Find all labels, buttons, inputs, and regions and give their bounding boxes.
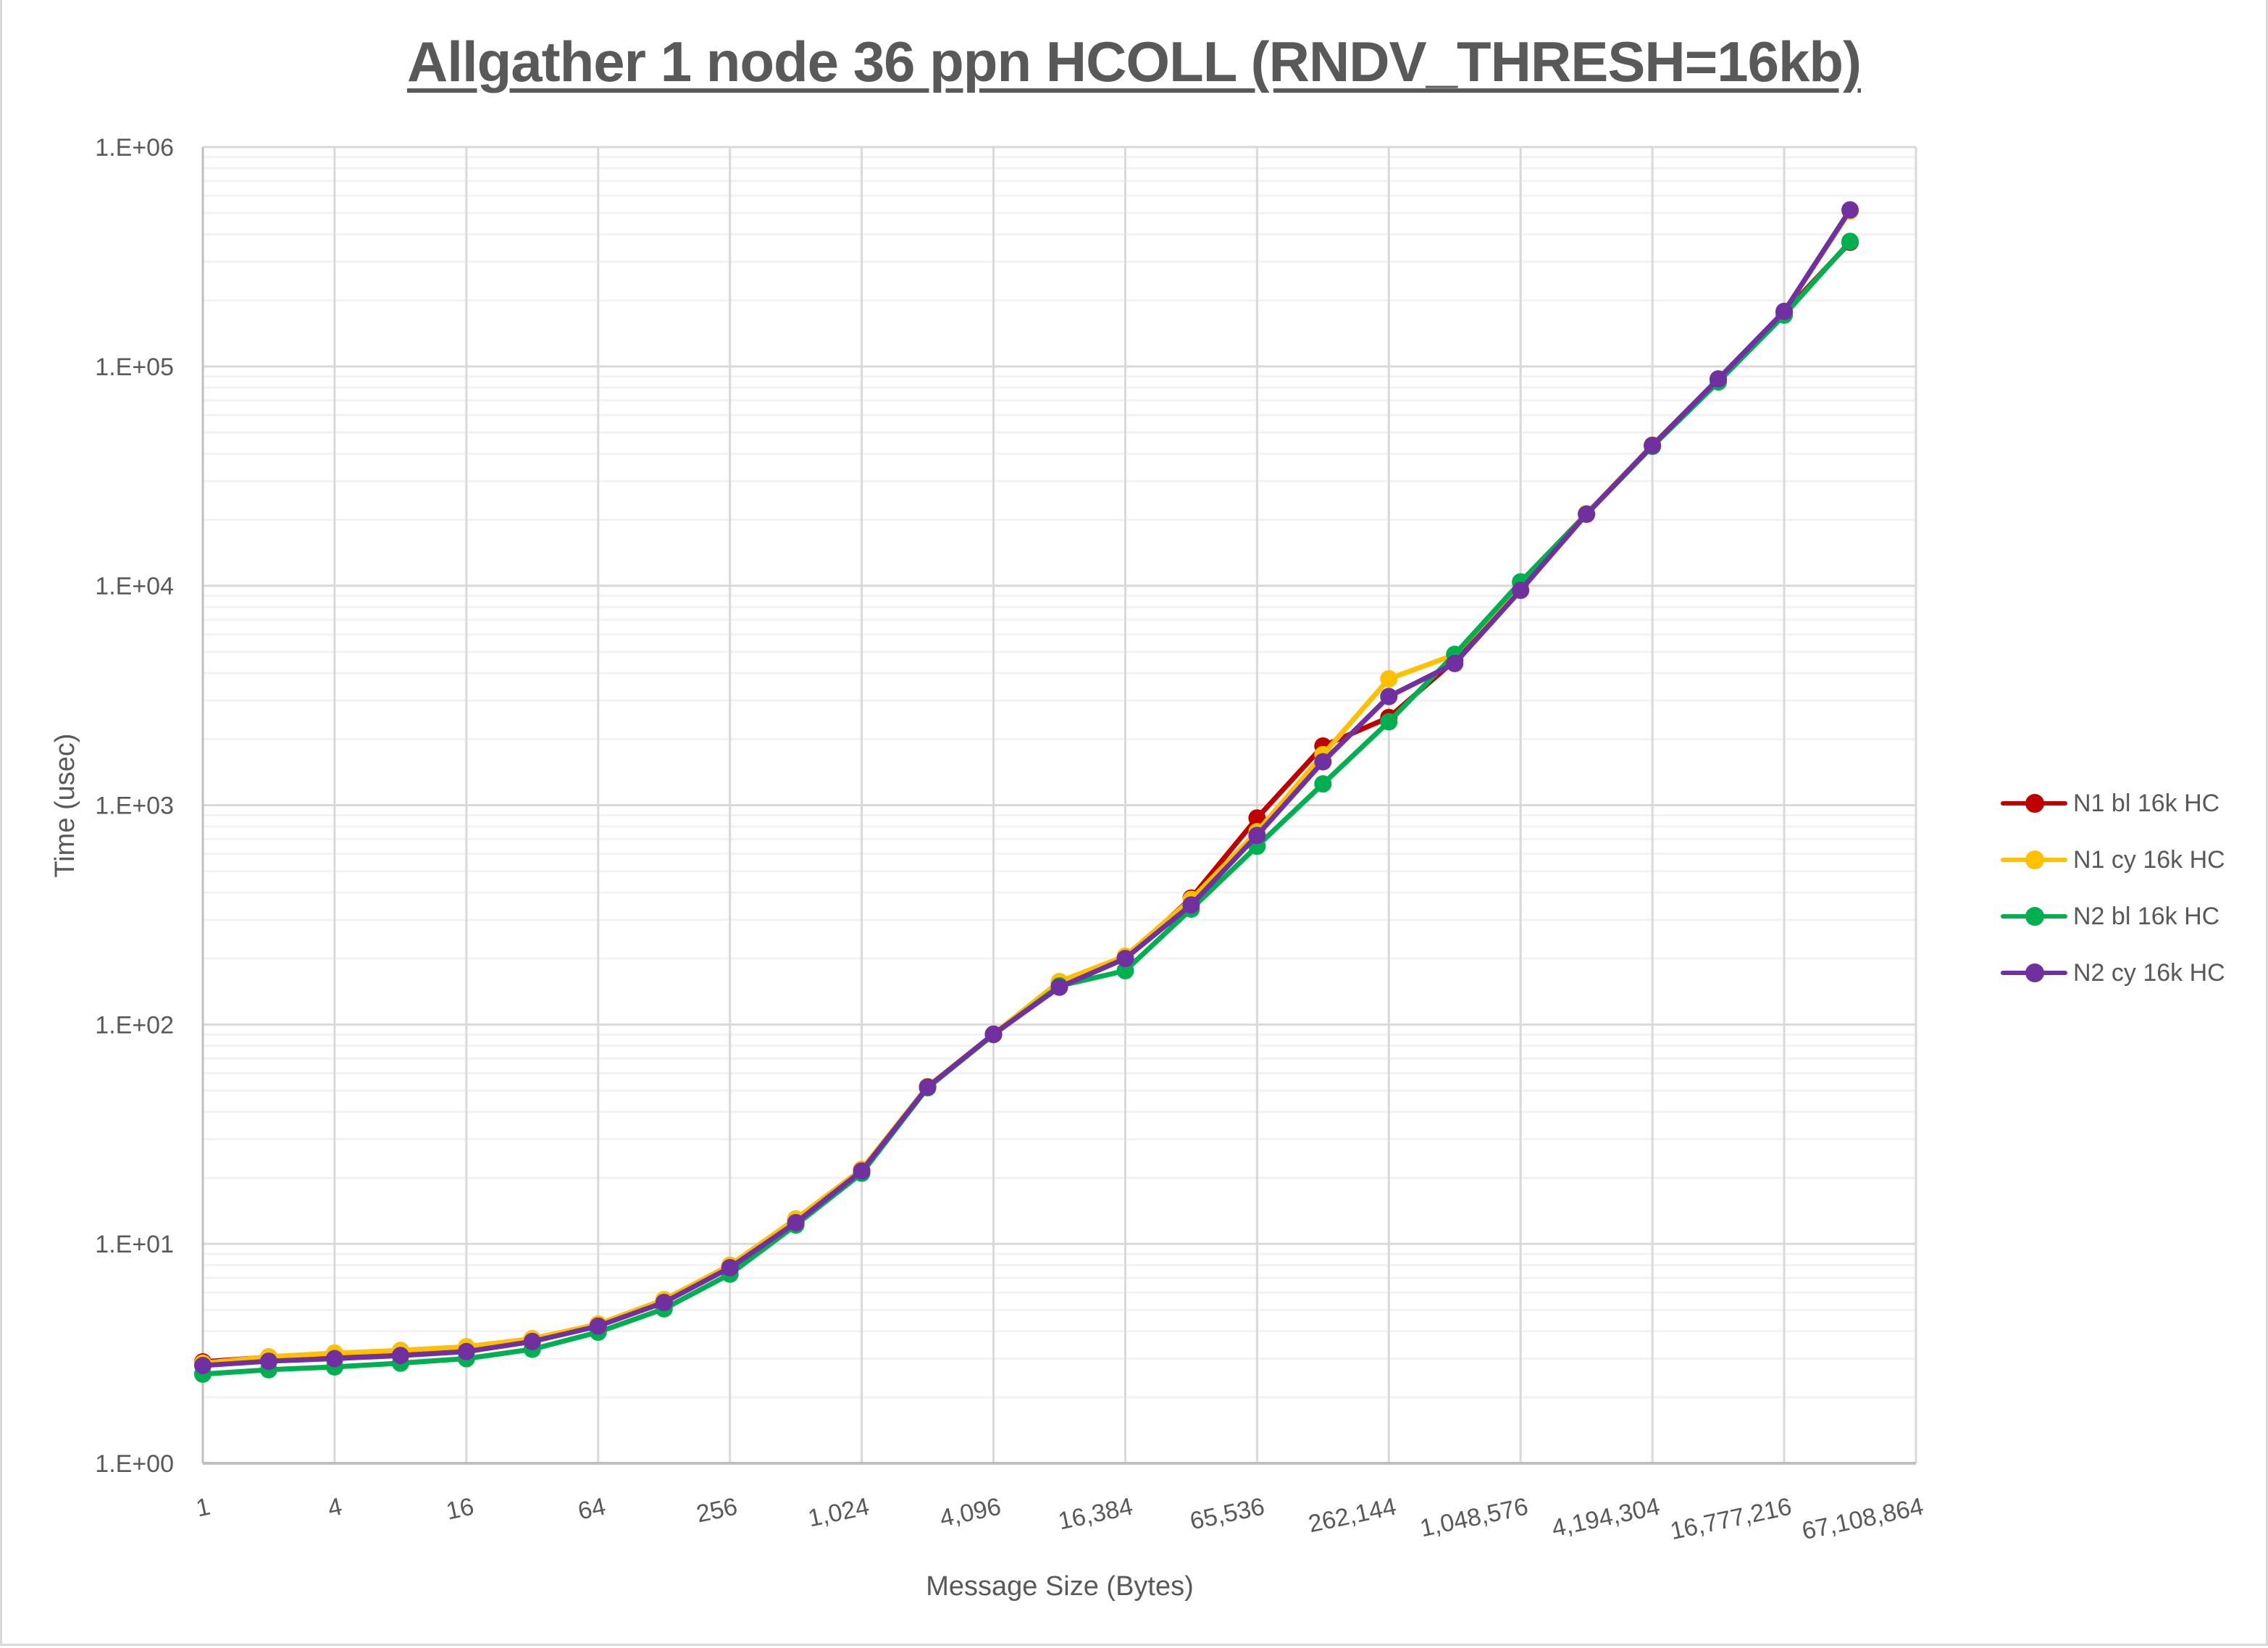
y-tick-label: 1.E+00 [95,1450,174,1478]
data-point[interactable] [1775,302,1794,320]
x-tick-label: 262,144 [1306,1493,1399,1539]
legend-label: N1 cy 16k HC [2073,845,2225,874]
data-point[interactable] [1314,753,1332,771]
x-tick-label: 1,024 [805,1493,871,1533]
data-point[interactable] [1116,961,1134,979]
data-point[interactable] [1841,233,1859,251]
data-point[interactable] [787,1213,805,1231]
x-tick-label: 16,384 [1055,1493,1135,1536]
data-point[interactable] [721,1259,739,1277]
data-point[interactable] [325,1350,343,1368]
legend-label: N1 bl 16k HC [2073,789,2220,817]
data-point[interactable] [1841,201,1859,219]
data-point[interactable] [1248,827,1266,845]
y-axis-title: Time (usec) [50,733,80,877]
data-point[interactable] [919,1078,937,1096]
y-tick-label: 1.E+03 [95,792,174,820]
legend-marker-icon [1999,905,2069,927]
x-tick-label: 64 [576,1493,608,1526]
data-point[interactable] [457,1342,475,1360]
data-series [194,201,1859,1383]
legend-item-n2-cy[interactable]: N2 cy 16k HC [1999,945,2225,1001]
x-tick-label: 4 [325,1493,344,1523]
x-tick-label: 1 [193,1493,212,1523]
data-point[interactable] [1248,809,1266,827]
major-gridlines [201,146,1917,1465]
y-tick-label: 1.E+05 [95,354,174,381]
data-point[interactable] [194,1357,212,1375]
chart-title: Allgather 1 node 36 ppn HCOLL (RNDV_THRE… [406,30,1862,93]
data-point[interactable] [1512,581,1530,599]
y-tick-label: 1.E+01 [95,1231,174,1258]
data-point[interactable] [589,1317,607,1335]
legend-marker-icon [1999,792,2069,814]
data-point[interactable] [1380,713,1398,731]
legend-label: N2 cy 16k HC [2073,958,2225,987]
series-n1-bl-16k-hc[interactable] [194,233,1859,1371]
x-tick-label: 67,108,864 [1799,1493,1925,1546]
x-axis-tick-labels: 1 4 16 64 256 1,024 4,096 16,384 65,536 262,144 1,… [193,1493,1925,1546]
data-point[interactable] [1182,896,1200,914]
y-tick-label: 1.E+02 [95,1011,174,1039]
legend-item-n1-bl[interactable]: N1 bl 16k HC [1999,775,2225,832]
data-point[interactable] [523,1332,541,1350]
legend-marker-icon [1999,849,2069,871]
series-n1-cy-16k-hc[interactable] [194,202,1859,1372]
minor-gridlines [203,156,1916,1399]
data-point[interactable] [984,1025,1003,1043]
data-point[interactable] [1380,687,1398,706]
legend-item-n2-bl[interactable]: N2 bl 16k HC [1999,888,2225,945]
series-n2-bl-16k-hc[interactable] [194,233,1859,1383]
axes [201,147,1916,1465]
x-tick-label: 65,536 [1187,1493,1267,1536]
legend-label: N2 bl 16k HC [2073,902,2220,930]
data-point[interactable] [1578,505,1596,523]
data-point[interactable] [1644,436,1662,454]
legend: N1 bl 16k HC N1 cy 16k HC N2 bl 16k HC N… [1999,775,2225,1001]
series-n2-cy-16k-hc[interactable] [194,201,1859,1375]
data-point[interactable] [1446,654,1464,672]
y-axis-tick-labels: 1.E+00 1.E+01 1.E+02 1.E+03 1.E+04 1.E+05 1.E+… [95,134,174,1478]
y-tick-label: 1.E+06 [95,134,174,162]
data-point[interactable] [1050,978,1068,996]
data-point[interactable] [1314,775,1332,793]
y-tick-label: 1.E+04 [95,573,174,601]
x-axis-title: Message Size (Bytes) [926,1571,1194,1602]
x-tick-label: 4,096 [937,1493,1003,1533]
data-point[interactable] [259,1352,277,1371]
x-tick-label: 4,194,304 [1549,1493,1662,1543]
x-tick-label: 1,048,576 [1418,1493,1531,1543]
x-tick-label: 16 [444,1493,477,1526]
x-tick-label: 256 [694,1493,740,1528]
data-point[interactable] [391,1347,409,1365]
data-point[interactable] [1710,370,1728,388]
x-tick-label: 16,777,216 [1667,1493,1794,1546]
legend-marker-icon [1999,962,2069,984]
data-point[interactable] [655,1293,673,1311]
data-point[interactable] [1116,950,1134,968]
legend-item-n1-cy[interactable]: N1 cy 16k HC [1999,832,2225,888]
data-point[interactable] [853,1162,871,1180]
data-point[interactable] [1380,670,1398,688]
